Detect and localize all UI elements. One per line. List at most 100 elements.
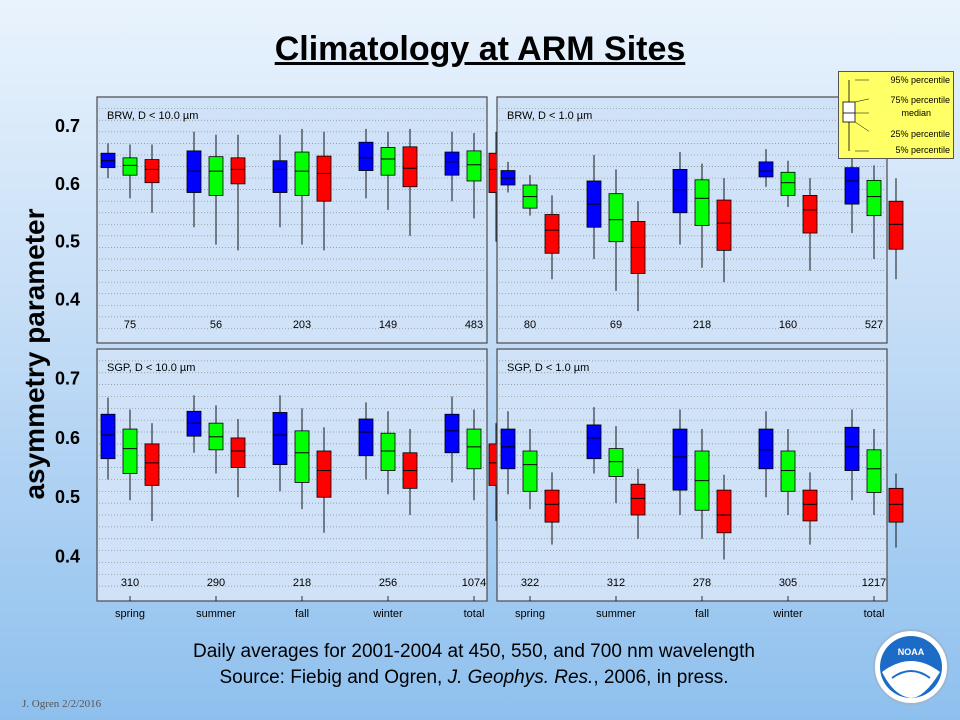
box-blue	[272, 160, 288, 193]
sample-count: 203	[293, 319, 311, 331]
sample-count: 527	[865, 319, 883, 331]
x-tick-label: spring	[115, 608, 145, 620]
sample-count: 322	[521, 577, 539, 589]
box-red	[144, 159, 160, 184]
sample-count: 290	[207, 577, 225, 589]
author-credit: J. Ogren 2/2/2016	[22, 698, 102, 710]
box-blue	[758, 428, 774, 470]
box-red	[402, 146, 418, 188]
box-blue	[444, 413, 460, 454]
box-green	[122, 157, 138, 176]
box-blue	[758, 161, 774, 178]
box-blue	[844, 426, 860, 471]
panel-title: BRW, D < 1.0 µm	[507, 110, 592, 122]
sample-count: 160	[779, 319, 797, 331]
box-red	[230, 157, 246, 185]
box-red	[316, 450, 332, 498]
x-tick-label: fall	[695, 608, 709, 620]
panel-title: SGP, D < 1.0 µm	[507, 362, 589, 374]
box-green	[380, 147, 396, 176]
sample-count: 310	[121, 577, 139, 589]
panel-3-frame	[496, 348, 888, 602]
box-red	[630, 483, 646, 516]
sample-count: 69	[610, 319, 622, 331]
box-red	[888, 487, 904, 523]
panel-0-frame	[96, 96, 488, 344]
box-red	[802, 489, 818, 522]
box-green	[608, 448, 624, 477]
legend-label-median: median	[901, 108, 931, 118]
y-tick-label: 0.6	[55, 428, 80, 448]
box-green	[608, 193, 624, 243]
legend-label-p75: 75% percentile	[890, 95, 950, 105]
box-red	[230, 437, 246, 468]
box-green	[208, 156, 224, 196]
box-red	[544, 214, 560, 254]
box-green	[380, 432, 396, 471]
x-tick-label: total	[864, 608, 885, 620]
box-green	[522, 450, 538, 492]
legend-label-p5: 5% percentile	[895, 145, 950, 155]
box-blue	[358, 418, 374, 457]
box-blue	[500, 428, 516, 470]
box-green	[294, 151, 310, 196]
sample-count: 483	[465, 319, 483, 331]
sample-count: 1217	[862, 577, 886, 589]
sample-count: 75	[124, 319, 136, 331]
box-green	[694, 179, 710, 226]
x-tick-label: total	[464, 608, 485, 620]
x-tick-label: winter	[772, 608, 803, 620]
sample-count: 80	[524, 319, 536, 331]
x-tick-label: summer	[196, 608, 236, 620]
footer-caption: Daily averages for 2001-2004 at 450, 550…	[193, 641, 755, 662]
x-tick-label: summer	[596, 608, 636, 620]
sample-count: 149	[379, 319, 397, 331]
sample-count: 278	[693, 577, 711, 589]
sample-count: 218	[293, 577, 311, 589]
box-blue	[844, 167, 860, 205]
box-blue	[586, 424, 602, 460]
box-red	[144, 443, 160, 486]
source-text: Source: Fiebig and Ogren,	[219, 667, 448, 688]
page-title: Climatology at ARM Sites	[274, 30, 686, 68]
panel-2-frame	[96, 348, 488, 602]
box-green	[780, 171, 796, 196]
box-green	[866, 449, 882, 493]
box-green	[294, 430, 310, 483]
logo-text: NOAA	[898, 647, 925, 657]
box-red	[544, 489, 560, 523]
y-tick-label: 0.7	[55, 369, 80, 389]
source-year: , 2006, in press.	[593, 667, 729, 688]
sample-count: 56	[210, 319, 222, 331]
box-red	[716, 489, 732, 534]
footer-source: Source: Fiebig and Ogren, J. Geophys. Re…	[0, 667, 948, 689]
box-blue	[272, 412, 288, 466]
x-tick-label: spring	[515, 608, 545, 620]
legend-label-p25: 25% percentile	[890, 129, 950, 139]
sample-count: 1074	[462, 577, 486, 589]
panel-1-frame	[496, 96, 888, 344]
x-tick-label: fall	[295, 608, 309, 620]
box-blue	[672, 168, 688, 214]
noaa-logo: NOAA	[873, 629, 949, 705]
panel-title: BRW, D < 10.0 µm	[107, 110, 198, 122]
sample-count: 218	[693, 319, 711, 331]
box-green	[466, 428, 482, 470]
box-green	[866, 179, 882, 217]
y-tick-label: 0.7	[55, 116, 80, 136]
box-blue	[186, 150, 202, 193]
legend-box-glyph	[842, 79, 869, 152]
box-blue	[186, 410, 202, 437]
box-blue	[444, 151, 460, 176]
legend-label-p95: 95% percentile	[890, 75, 950, 85]
box-green	[466, 150, 482, 182]
box-red	[802, 195, 818, 234]
box-blue	[100, 413, 116, 460]
sample-count: 305	[779, 577, 797, 589]
sample-count: 256	[379, 577, 397, 589]
sample-count: 312	[607, 577, 625, 589]
box-red	[888, 200, 904, 250]
box-red	[716, 199, 732, 251]
box-green	[780, 450, 796, 492]
